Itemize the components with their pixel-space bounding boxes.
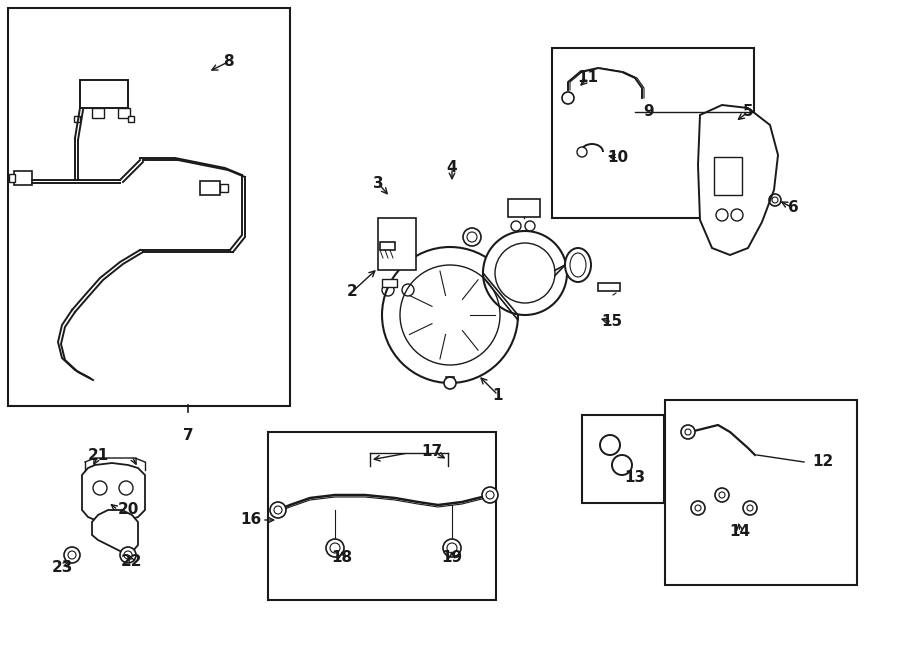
Text: 2: 2 [346, 284, 357, 299]
Circle shape [270, 502, 286, 518]
Bar [382, 279, 397, 287]
Text: 4: 4 [446, 161, 457, 176]
Bar [714, 157, 742, 195]
Polygon shape [92, 510, 138, 552]
Text: 8: 8 [222, 54, 233, 69]
Circle shape [120, 547, 136, 563]
Bar [200, 181, 220, 195]
Circle shape [382, 247, 518, 383]
Bar [128, 116, 134, 122]
Circle shape [326, 539, 344, 557]
Text: 5: 5 [742, 104, 753, 120]
Text: 10: 10 [608, 151, 628, 165]
Text: 22: 22 [122, 555, 143, 570]
Bar [80, 80, 128, 108]
Bar [8, 8, 290, 406]
Bar [92, 108, 104, 118]
Bar [582, 415, 664, 503]
Text: 21: 21 [87, 447, 109, 463]
Circle shape [577, 147, 587, 157]
Text: 23: 23 [51, 561, 73, 576]
Bar [380, 242, 395, 250]
Circle shape [443, 539, 461, 557]
Bar [220, 184, 228, 192]
Circle shape [483, 231, 567, 315]
Text: 3: 3 [373, 176, 383, 190]
Bar [598, 283, 620, 291]
Text: 20: 20 [118, 502, 140, 518]
Bar [74, 116, 80, 122]
Text: 18: 18 [331, 551, 353, 566]
Bar [378, 218, 416, 270]
Bar [268, 432, 496, 600]
Text: 16: 16 [241, 512, 262, 527]
Text: 6: 6 [788, 200, 798, 215]
Circle shape [482, 487, 498, 503]
Text: 12: 12 [812, 455, 833, 469]
Circle shape [681, 425, 695, 439]
Text: 1: 1 [493, 387, 503, 403]
Text: 17: 17 [421, 444, 443, 459]
Circle shape [64, 547, 80, 563]
Text: 15: 15 [601, 315, 623, 329]
Polygon shape [82, 463, 145, 522]
Text: 14: 14 [729, 524, 751, 539]
Bar [552, 48, 754, 218]
Bar [9, 174, 15, 182]
Bar [508, 199, 540, 217]
Circle shape [444, 377, 456, 389]
Circle shape [463, 228, 481, 246]
Text: 11: 11 [578, 71, 599, 85]
Circle shape [715, 488, 729, 502]
Bar [665, 400, 857, 585]
Polygon shape [698, 105, 778, 255]
Circle shape [562, 92, 574, 104]
Circle shape [743, 501, 757, 515]
Text: 7: 7 [183, 428, 194, 442]
Text: 19: 19 [441, 551, 463, 566]
Text: 13: 13 [625, 471, 645, 485]
Circle shape [691, 501, 705, 515]
Bar [14, 171, 32, 185]
Ellipse shape [565, 248, 591, 282]
Text: 9: 9 [643, 104, 653, 120]
Bar [118, 108, 130, 118]
